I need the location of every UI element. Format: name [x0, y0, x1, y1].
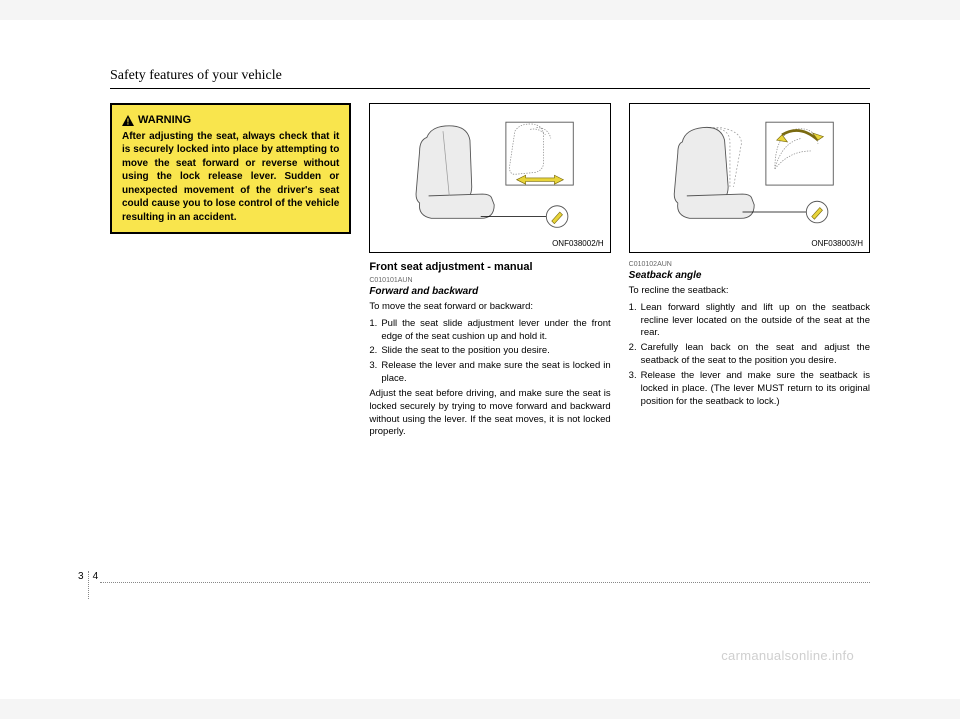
warning-title: ! WARNING — [122, 113, 339, 128]
list-item: 1.Pull the seat slide adjustment lever u… — [369, 318, 610, 344]
figure-label: ONF038003/H — [811, 239, 863, 248]
col-forward-backward: ONF038002/H Front seat adjustment - manu… — [369, 103, 610, 443]
col-warning: ! WARNING After adjusting the seat, alwa… — [110, 103, 351, 443]
manual-page: Safety features of your vehicle ! WARNIN… — [0, 20, 960, 699]
subtitle-seatback: Seatback angle — [629, 270, 870, 281]
ref-code: C010101AUN — [369, 277, 610, 284]
figure-seat-slide: ONF038002/H — [369, 103, 610, 253]
warning-icon: ! — [122, 115, 134, 126]
figure-seatback: ONF038003/H — [629, 103, 870, 253]
step-list: 1.Lean forward slightly and lift up on t… — [629, 302, 870, 409]
watermark: carmanualsonline.info — [721, 648, 854, 663]
heading-front-seat: Front seat adjustment - manual — [369, 261, 610, 273]
page-number-area: 3 4 — [78, 571, 98, 599]
intro-text: To recline the seatback: — [629, 285, 870, 298]
list-item: 3.Release the lever and make sure the se… — [369, 360, 610, 386]
list-item: 2.Slide the seat to the position you des… — [369, 345, 610, 358]
seat-slide-illustration — [388, 115, 591, 241]
page-number-page: 4 — [89, 571, 99, 582]
list-item: 3.Release the lever and make sure the se… — [629, 370, 870, 408]
seatback-illustration — [648, 115, 851, 241]
step-list: 1.Pull the seat slide adjustment lever u… — [369, 318, 610, 386]
list-item: 2.Carefully lean back on the seat and ad… — [629, 342, 870, 368]
warning-body: After adjusting the seat, always check t… — [122, 130, 339, 225]
page-number-section: 3 — [78, 571, 89, 599]
columns: ! WARNING After adjusting the seat, alwa… — [110, 103, 870, 443]
svg-text:!: ! — [127, 117, 130, 126]
list-item: 1.Lean forward slightly and lift up on t… — [629, 302, 870, 340]
section-title: Safety features of your vehicle — [110, 68, 870, 89]
footer-dotted-line — [100, 582, 870, 583]
after-text: Adjust the seat before driving, and make… — [369, 388, 610, 439]
col-seatback-angle: ONF038003/H C010102AUN Seatback angle To… — [629, 103, 870, 443]
subtitle-fwd-back: Forward and backward — [369, 286, 610, 297]
figure-label: ONF038002/H — [552, 239, 604, 248]
ref-code: C010102AUN — [629, 261, 870, 268]
intro-text: To move the seat forward or backward: — [369, 301, 610, 314]
warning-title-text: WARNING — [138, 113, 191, 128]
warning-box: ! WARNING After adjusting the seat, alwa… — [110, 103, 351, 234]
